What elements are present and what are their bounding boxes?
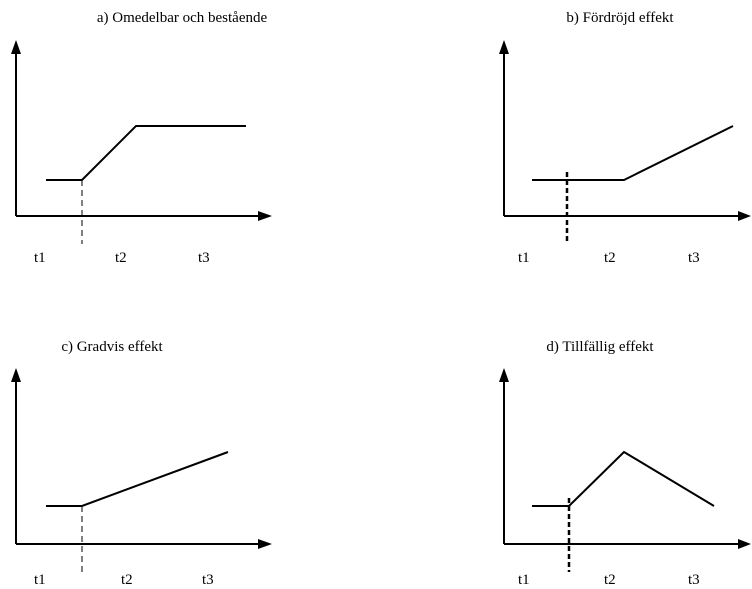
panel-b-tick-t3: t3 <box>688 250 700 266</box>
panel-d-title: d) Tillfällig effekt <box>546 339 654 355</box>
panel-a-tick-t2: t2 <box>115 250 127 266</box>
panel-c-tick-t3: t3 <box>202 572 214 588</box>
panel-a-title: a) Omedelbar och bestående <box>97 10 268 26</box>
panel-b-x-arrow <box>738 211 751 221</box>
panel-b-tick-t1: t1 <box>518 250 530 266</box>
panel-b: b) Fördröjd effekt t1 t2 t3 <box>499 10 751 266</box>
panel-d-x-arrow <box>738 539 751 549</box>
panel-b-y-arrow <box>499 40 509 54</box>
panel-a-effect-curve <box>46 125 246 181</box>
panel-b-tick-t2: t2 <box>604 250 616 266</box>
panel-c-title: c) Gradvis effekt <box>61 339 163 355</box>
panel-a-y-arrow <box>11 40 21 54</box>
panel-c: c) Gradvis effekt t1 t2 t3 <box>11 339 272 588</box>
panel-d-tick-t2: t2 <box>604 572 616 588</box>
panel-d-tick-t3: t3 <box>688 572 700 588</box>
panel-c-y-arrow <box>11 368 21 382</box>
panel-c-tick-t2: t2 <box>121 572 133 588</box>
panel-d-y-arrow <box>499 368 509 382</box>
panel-b-effect-curve <box>532 125 734 181</box>
panel-c-x-arrow <box>258 539 272 549</box>
panel-a-tick-t3: t3 <box>198 250 210 266</box>
panel-d-effect-curve <box>532 450 715 507</box>
panel-d-tick-t1: t1 <box>518 572 530 588</box>
panel-a: a) Omedelbar och bestående t1 t2 t3 <box>11 10 272 266</box>
panel-a-tick-t1: t1 <box>34 250 46 266</box>
panel-b-title: b) Fördröjd effekt <box>566 10 674 26</box>
panel-d: d) Tillfällig effekt t1 t2 t3 <box>499 339 751 588</box>
panel-a-x-arrow <box>258 211 272 221</box>
panel-c-effect-curve <box>46 451 229 507</box>
panel-c-tick-t1: t1 <box>34 572 46 588</box>
